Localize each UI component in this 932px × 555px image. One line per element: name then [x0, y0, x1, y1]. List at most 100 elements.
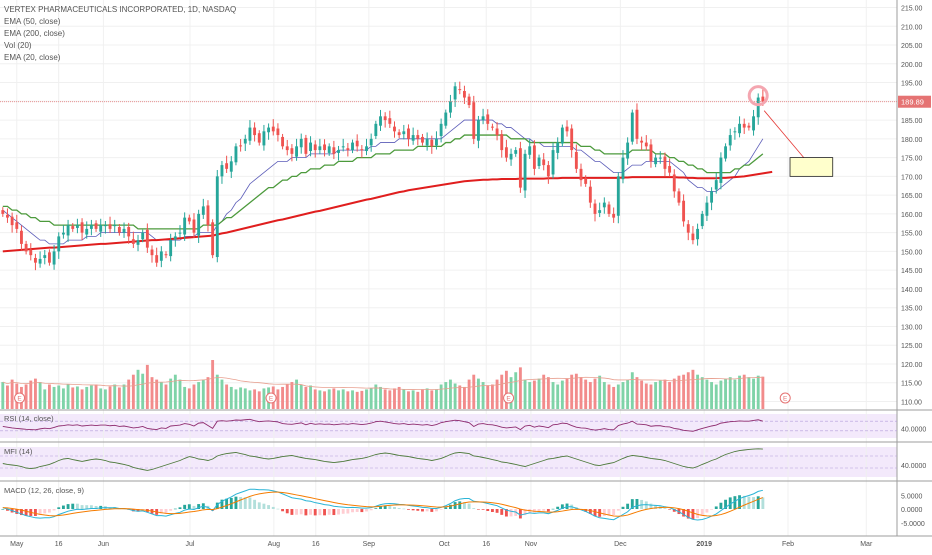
- candle-body: [211, 222, 215, 256]
- macd-histogram-bar: [621, 506, 625, 509]
- macd-histogram-bar: [714, 506, 718, 509]
- volume-bar: [38, 382, 42, 409]
- macd-histogram-bar: [136, 509, 140, 512]
- candle-body: [402, 131, 406, 135]
- time-axis-label: Nov: [525, 541, 538, 548]
- volume-bar: [192, 384, 196, 409]
- volume-bar: [61, 388, 65, 409]
- volume-bar: [206, 377, 210, 409]
- volume-bar: [155, 379, 159, 409]
- macd-histogram-bar: [752, 497, 755, 509]
- macd-histogram-bar: [43, 509, 47, 514]
- candle-body: [449, 101, 452, 113]
- ema50-line: [2, 134, 764, 230]
- price-tick-label: 170.00: [901, 174, 923, 181]
- study-ema200-label[interactable]: EMA (200, close): [4, 29, 65, 38]
- rsi-band: [0, 414, 897, 438]
- macd-histogram-bar: [476, 509, 480, 510]
- volume-bar: [397, 386, 401, 409]
- macd-histogram-bar: [504, 509, 508, 517]
- volume-bar: [523, 379, 527, 409]
- volume-bar: [113, 384, 117, 409]
- study-ema50-label[interactable]: EMA (50, close): [4, 17, 61, 26]
- macd-histogram-bar: [337, 509, 340, 515]
- macd-histogram-bar: [24, 509, 28, 516]
- candle-body: [197, 213, 201, 236]
- candle-body: [476, 120, 480, 141]
- candle-body: [439, 123, 443, 137]
- candle-body: [6, 214, 9, 218]
- macd-histogram-bar: [20, 509, 23, 516]
- candle-body: [490, 126, 494, 128]
- macd-histogram-bar: [276, 508, 280, 510]
- macd-histogram-bar: [379, 506, 382, 509]
- time-axis-label: 16: [482, 541, 490, 548]
- candle-body: [113, 225, 117, 227]
- candle-body: [668, 166, 672, 173]
- volume-bar: [476, 378, 480, 409]
- candle-body: [579, 168, 583, 181]
- price-tick-label: 120.00: [901, 362, 923, 369]
- macd-histogram-bar: [234, 496, 238, 509]
- macd-histogram-bar: [388, 506, 392, 509]
- macd-histogram-bar: [411, 509, 415, 511]
- time-axis-label: Oct: [439, 541, 450, 548]
- macd-histogram-bar: [71, 503, 75, 509]
- candle-body: [276, 128, 280, 136]
- volume-bar: [654, 382, 658, 409]
- macd-histogram-bar: [588, 509, 592, 514]
- candle-body: [453, 86, 457, 100]
- earnings-marker: [503, 392, 515, 404]
- candle-body: [332, 147, 336, 154]
- candle-body: [644, 142, 648, 147]
- symbol-title[interactable]: VERTEX PHARMACEUTICALS INCORPORATED, 1D,…: [4, 5, 237, 14]
- rsi-line: [2, 418, 764, 432]
- rsi-tick-label: 40.0000: [901, 426, 926, 433]
- price-tick-label: 150.00: [901, 249, 923, 256]
- macd-histogram-bar: [341, 509, 345, 514]
- macd-histogram-bar: [444, 507, 448, 509]
- earnings-marker: [265, 392, 277, 404]
- candle-body: [215, 176, 219, 258]
- candle-body: [658, 157, 662, 159]
- volume-bar: [411, 390, 415, 409]
- macd-histogram-bar: [89, 505, 93, 509]
- chart-legend: VERTEX PHARMACEUTICALS INCORPORATED, 1D,…: [4, 4, 236, 64]
- volume-bar: [281, 386, 285, 409]
- macd-histogram-bar: [225, 498, 229, 509]
- candle-body: [570, 128, 574, 151]
- candle-body: [565, 126, 569, 132]
- volume-bar: [458, 385, 462, 409]
- volume-bar: [24, 384, 28, 409]
- study-ema20-label[interactable]: EMA (20, close): [4, 53, 61, 62]
- time-axis-label: 16: [55, 541, 63, 548]
- price-tick-label: 165.00: [901, 193, 923, 200]
- candle-body: [374, 123, 378, 137]
- candle-body: [546, 165, 550, 177]
- candle-body: [187, 217, 191, 222]
- candle-body: [178, 232, 182, 234]
- volume-bar: [29, 380, 33, 409]
- volume-bar: [752, 378, 755, 409]
- macd-histogram-bar: [192, 505, 196, 509]
- macd-histogram-bar: [360, 509, 364, 513]
- candle-body: [574, 151, 578, 169]
- volume-bar: [355, 391, 359, 409]
- candle-body: [24, 243, 28, 252]
- candle-body: [243, 138, 247, 144]
- candle-body: [267, 127, 271, 133]
- volume-bar: [421, 389, 424, 409]
- macd-histogram-bar: [700, 509, 704, 516]
- macd-histogram-bar: [458, 501, 462, 509]
- candle-body: [141, 232, 145, 240]
- macd-histogram-bar: [495, 509, 499, 513]
- macd-signal-line: [2, 491, 764, 517]
- volume-bar: [75, 386, 79, 409]
- macd-histogram-bar: [383, 505, 387, 509]
- price-tick-label: 195.00: [901, 81, 923, 88]
- candle-body: [94, 223, 98, 229]
- last-price-label: 189.89: [901, 98, 924, 107]
- macd-histogram-bar: [682, 509, 686, 517]
- study-volume-label[interactable]: Vol (20): [4, 41, 32, 50]
- macd-histogram-bar: [537, 509, 541, 512]
